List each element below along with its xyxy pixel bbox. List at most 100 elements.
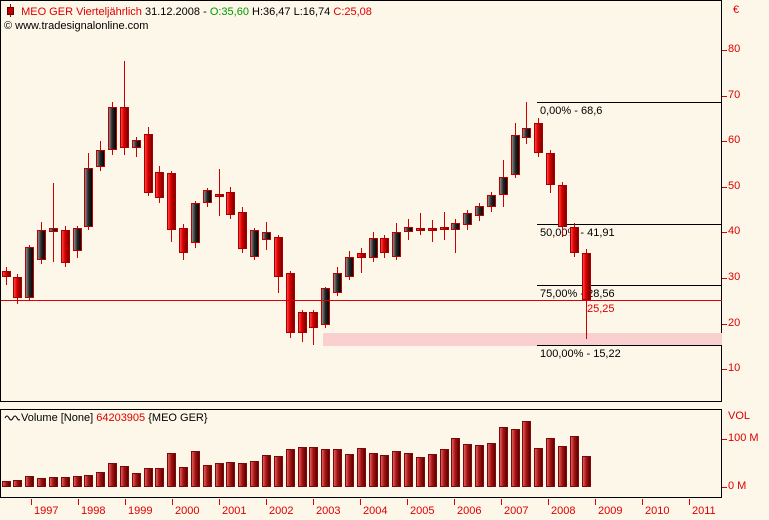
volume-bar-2008Q1 [546,437,556,487]
candle-body-1996Q3 [1,271,11,278]
volume-bar-2000Q2 [179,467,189,487]
y-axis-tick [722,278,727,279]
y-axis-label-60: 60 [728,134,741,146]
candle-body-1997Q1 [25,247,35,299]
candle-body-2001Q2 [226,191,236,216]
volume-chart-pane[interactable] [0,409,722,498]
currency-symbol: € [733,4,740,16]
candle-wick [218,168,220,217]
candle-body-2001Q3 [238,211,248,249]
volume-bar-2001Q3 [238,463,248,487]
volume-bar-2008Q4 [581,455,591,487]
candle-body-2000Q4 [202,190,212,203]
volume-wave-icon [4,415,20,421]
price-chart-pane[interactable] [0,0,722,402]
candle-body-1999Q2 [131,139,141,149]
copyright-watermark: © www.tradesignalonline.com [4,20,149,32]
x-axis-tick-2002 [266,499,267,505]
volume-bar-2000Q1 [167,453,177,487]
candle-body-2004Q1 [356,252,366,258]
x-axis-label-1997: 1997 [34,505,59,517]
volume-bar-2001Q1 [214,463,224,487]
last-price-line [1,300,722,301]
candle-wick [455,218,457,253]
x-axis-tick-2011 [689,499,690,505]
quote-date: 31.12.2008 - [144,6,207,18]
candle-body-2001Q1 [214,194,224,197]
candle-body-1997Q3 [48,227,58,232]
candle-body-2005Q4 [439,226,449,231]
candle-body-1998Q4 [108,107,118,151]
y-axis-tick [722,96,727,97]
x-axis-tick-2008 [548,499,549,505]
x-axis-label-2011: 2011 [692,505,716,517]
x-axis-label-2006: 2006 [457,505,482,517]
volume-bar-2004Q2 [368,452,378,487]
fib-level-line-0 [537,102,722,103]
symbol-title: MEO GER Vierteljährlich [21,6,142,18]
candle-body-2003Q2 [321,288,331,326]
x-axis-label-1998: 1998 [81,505,106,517]
candle-body-2000Q1 [167,173,177,231]
volume-bar-2004Q4 [392,451,402,487]
y-axis-label-10: 10 [728,362,741,374]
volume-bar-2000Q3 [190,451,200,487]
x-axis-label-2004: 2004 [363,505,388,517]
candle-body-1998Q1 [72,227,82,251]
candle-body-1998Q2 [84,168,94,227]
candle-wick [360,247,362,274]
volume-bar-2004Q1 [356,447,366,487]
x-axis-label-2002: 2002 [269,505,294,517]
x-axis-label-2003: 2003 [316,505,341,517]
volume-bar-2001Q4 [250,460,260,487]
volume-bar-2006Q1 [451,437,461,487]
open-value: O:35,60 [209,6,249,18]
volume-axis-label-100 M: 100 M [728,432,759,444]
candle-body-2006Q2 [463,212,473,226]
fib-level-line-2 [537,285,722,286]
y-axis-tick [722,141,727,142]
close-value: C:25,08 [333,6,372,18]
volume-bar-2006Q4 [486,442,496,487]
volume-value: 64203905 [96,412,146,424]
candle-body-1999Q1 [119,107,129,149]
volume-bar-2001Q2 [226,461,236,487]
x-axis-tick-1998 [78,499,79,505]
candle-body-2004Q3 [380,237,390,253]
x-axis-tick-2003 [313,499,314,505]
candle-body-1999Q4 [155,171,165,198]
x-axis-tick-2009 [595,499,596,505]
x-axis-label-2009: 2009 [598,505,623,517]
volume-bar-2003Q4 [344,454,354,487]
candle-body-2003Q1 [309,311,319,328]
candle-body-2004Q2 [368,237,378,258]
x-axis-tick-2004 [360,499,361,505]
candle-body-2002Q1 [261,232,271,240]
candle-body-2008Q3 [569,226,579,253]
y-axis-label-80: 80 [728,43,741,55]
x-axis-tick-2000 [172,499,173,505]
candle-wick [431,220,433,243]
x-axis-label-1999: 1999 [128,505,153,517]
candle-body-2001Q4 [250,230,260,258]
candle-wick [52,183,54,263]
fib-level-line-3 [537,345,722,346]
candle-body-1997Q2 [37,230,47,261]
volume-bar-1997Q3 [48,476,58,487]
x-axis-label-2005: 2005 [410,505,435,517]
x-axis-tick-1999 [125,499,126,505]
fib-level-label-0: 0,00% - 68,6 [540,105,603,117]
volume-bar-1999Q1 [119,465,129,487]
candle-body-2000Q3 [190,202,200,243]
y-axis-tick [722,232,727,233]
volume-bar-1998Q1 [72,475,82,487]
volume-bar-2006Q3 [475,445,485,487]
candle-body-2007Q1 [498,176,508,196]
candle-body-2005Q1 [404,226,414,232]
candle-body-2003Q4 [344,257,354,278]
candle-body-2007Q2 [510,134,520,175]
candle-body-2004Q4 [392,232,402,258]
y-axis-tick [722,369,727,370]
volume-bar-1999Q4 [155,467,165,487]
